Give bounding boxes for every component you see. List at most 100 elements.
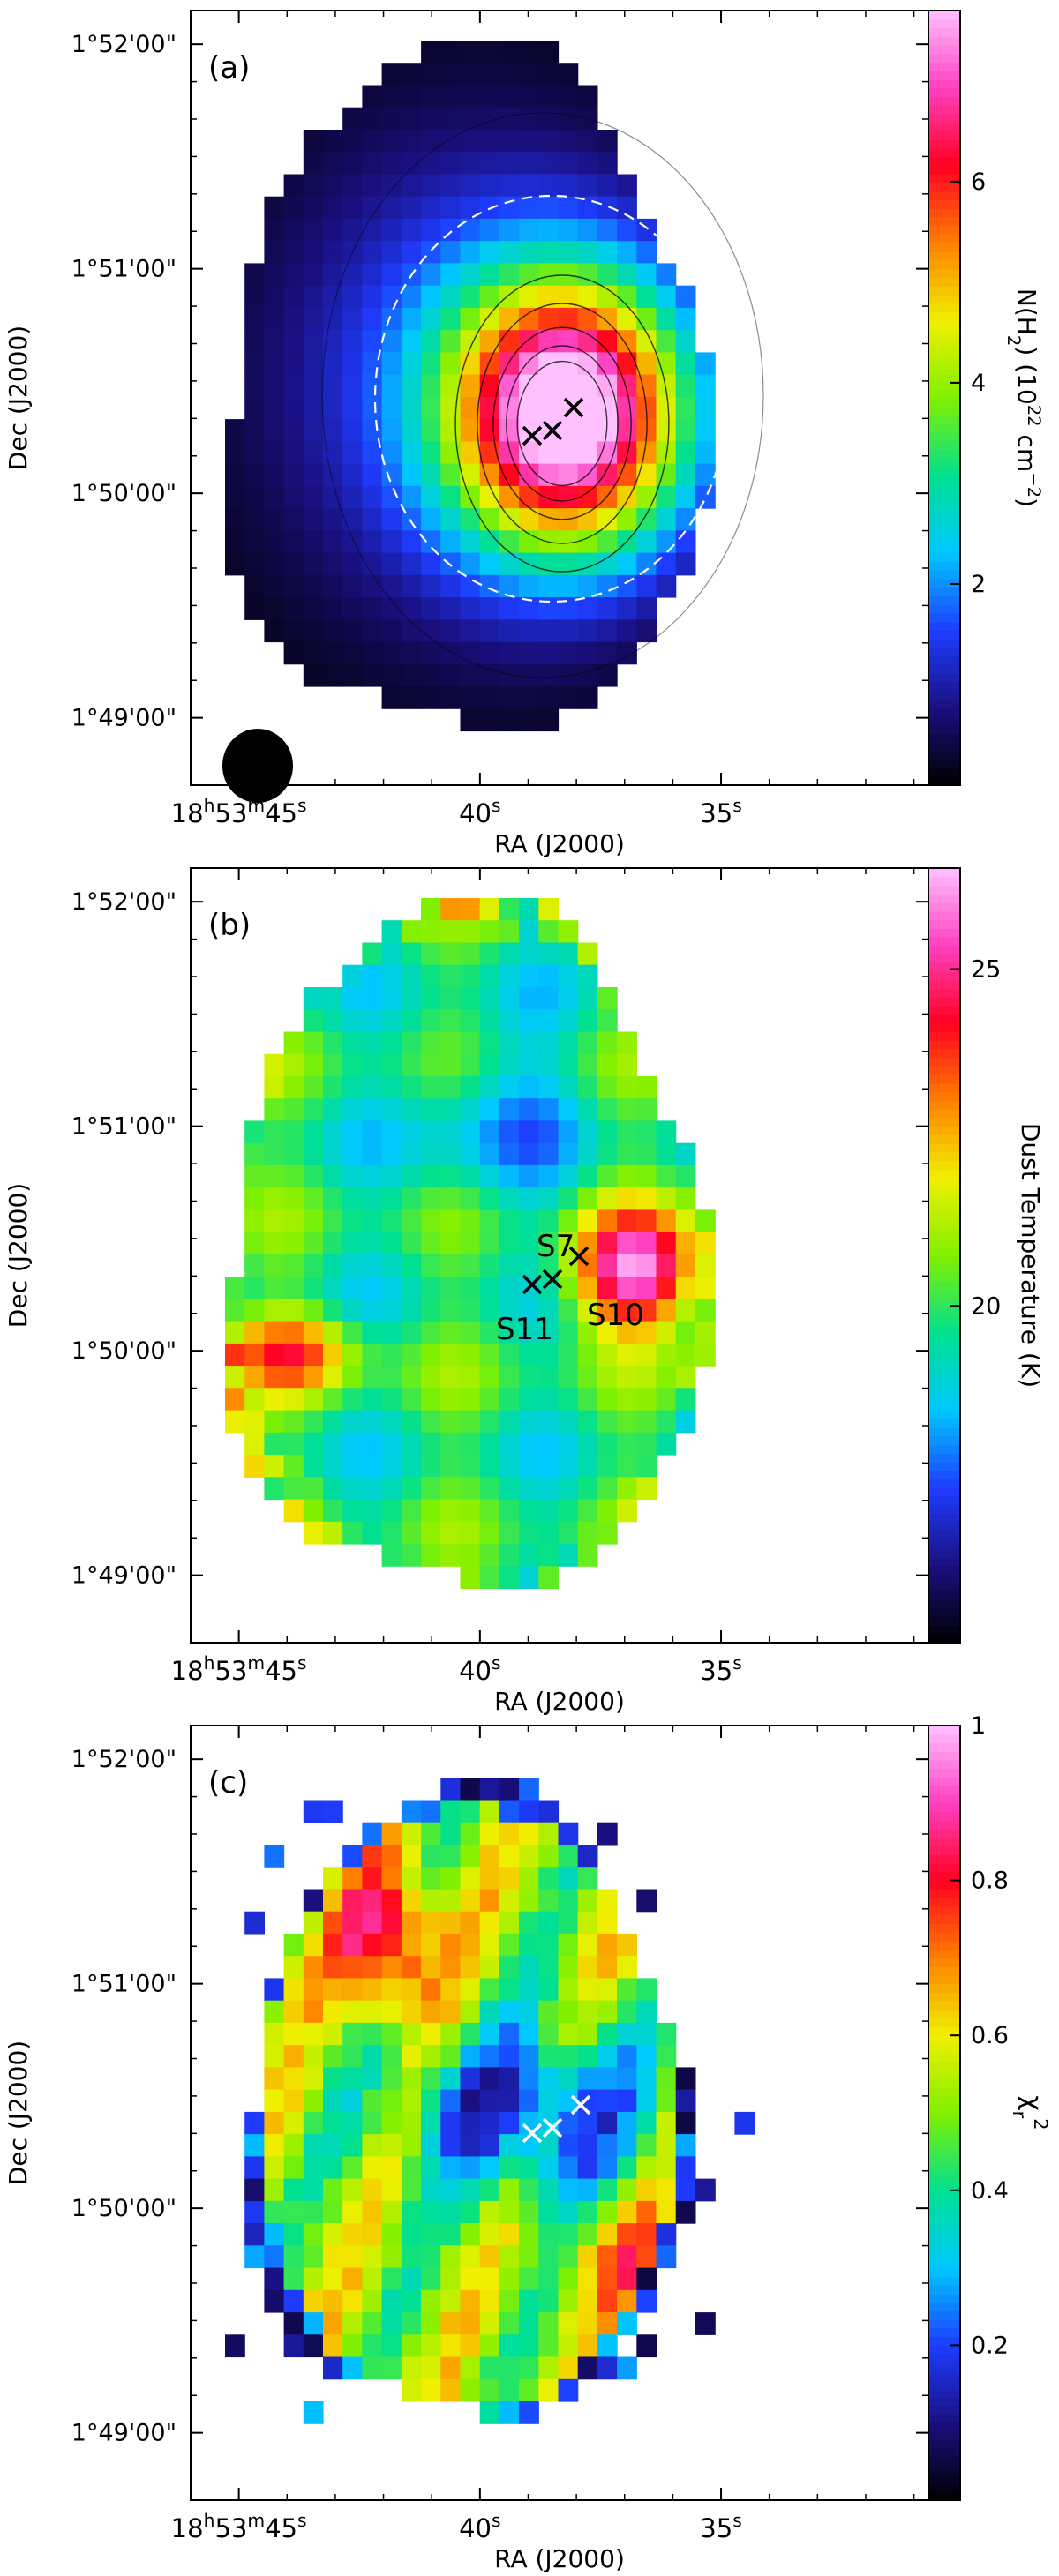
map-pixel: [264, 1254, 285, 1277]
map-pixel: [479, 1031, 500, 1055]
colorbar-segment: [928, 1186, 960, 1196]
colorbar-segment: [928, 2155, 960, 2166]
map-pixel: [421, 2178, 441, 2202]
map-pixel: [656, 530, 677, 554]
map-pixel: [283, 419, 304, 442]
map-pixel: [499, 2156, 520, 2180]
map-pixel: [675, 508, 696, 531]
map-pixel: [519, 2178, 539, 2202]
map-pixel: [656, 1410, 677, 1434]
map-pixel: [342, 2356, 363, 2380]
map-pixel: [303, 441, 324, 465]
map-pixel: [381, 2200, 402, 2224]
map-pixel: [460, 1978, 481, 2002]
y-tick-label: 1°52'00": [71, 888, 176, 916]
map-pixel: [421, 1845, 441, 1868]
map-pixel: [362, 2267, 383, 2291]
map-pixel: [342, 1499, 363, 1523]
colorbar-segment: [928, 1768, 960, 1778]
map-pixel: [538, 1366, 560, 1389]
map-pixel: [617, 307, 637, 331]
map-pixel: [460, 1142, 481, 1166]
map-pixel: [597, 174, 618, 198]
map-pixel: [421, 1321, 441, 1344]
map-pixel: [323, 1254, 343, 1277]
map-pixel: [381, 2067, 402, 2091]
map-pixel: [381, 2178, 402, 2202]
map-pixel: [519, 152, 539, 175]
map-pixel: [323, 1800, 343, 1823]
map-pixel: [303, 2156, 324, 2180]
map-pixel: [479, 1455, 500, 1478]
map-pixel: [617, 2200, 637, 2224]
map-pixel: [479, 2401, 500, 2424]
map-pixel: [401, 1343, 422, 1367]
map-pixel: [558, 1009, 579, 1032]
dashed-contour: [373, 194, 730, 603]
map-pixel: [538, 2223, 560, 2246]
map-pixel: [617, 1978, 637, 2002]
map-pixel: [303, 1164, 324, 1188]
map-pixel: [460, 530, 481, 554]
colorbar-segment: [928, 449, 960, 459]
map-pixel: [323, 1187, 343, 1210]
map-pixel: [538, 1232, 560, 1255]
map-pixel: [421, 2312, 441, 2335]
map-pixel: [381, 1187, 402, 1210]
colorbar-segment: [928, 1350, 960, 1359]
colorbar-segment: [928, 1742, 960, 1752]
map-pixel: [656, 2045, 677, 2068]
map-pixel: [440, 1277, 462, 1299]
map-pixel: [460, 2111, 481, 2135]
colorbar-segment: [928, 1932, 960, 1942]
map-pixel: [558, 374, 579, 398]
map-pixel: [499, 987, 520, 1010]
map-pixel: [656, 2134, 677, 2157]
colorbar-segment: [928, 1212, 960, 1222]
map-pixel: [538, 1566, 560, 1590]
map-pixel: [479, 597, 500, 620]
x-tick-label: 40s: [459, 2510, 500, 2543]
map-pixel: [421, 964, 441, 988]
map-pixel: [538, 1889, 560, 1913]
map-pixel: [499, 1889, 520, 1913]
map-pixel: [303, 1277, 324, 1299]
colorbar-segment: [928, 664, 960, 674]
map-pixel: [283, 2089, 304, 2113]
map-pixel: [519, 1232, 539, 1255]
map-pixel: [421, 530, 441, 554]
map-pixel: [656, 396, 677, 420]
colorbar-segment: [928, 1914, 960, 1924]
map-pixel: [519, 1343, 539, 1367]
map-pixel: [283, 2245, 304, 2269]
map-pixel: [440, 2378, 462, 2402]
map-pixel: [577, 2067, 598, 2091]
map-pixel: [538, 241, 560, 264]
y-tick-label: 1°51'00": [71, 256, 176, 283]
map-pixel: [617, 2089, 637, 2113]
map-pixel: [538, 1343, 560, 1367]
map-pixel: [636, 485, 657, 509]
map-pixel: [617, 441, 637, 465]
map-pixel: [558, 352, 579, 376]
map-pixel: [460, 2000, 481, 2024]
map-pixel: [597, 1053, 618, 1077]
map-pixel: [303, 307, 324, 331]
map-pixel: [479, 708, 500, 732]
map-pixel: [675, 530, 696, 554]
map-pixel: [342, 2022, 363, 2046]
map-pixel: [499, 1845, 520, 1868]
map-pixel: [303, 2334, 324, 2358]
map-pixel: [401, 174, 422, 198]
map-pixel: [636, 2134, 657, 2157]
panel-label: (a): [208, 50, 250, 86]
colorbar-segment: [928, 1410, 960, 1419]
map-pixel: [538, 1911, 560, 1935]
map-pixel: [323, 2067, 343, 2091]
map-pixel: [440, 1187, 462, 1210]
map-pixel: [401, 218, 422, 242]
map-pixel: [479, 1778, 500, 1801]
map-pixel: [519, 1410, 539, 1434]
map-pixel: [264, 2045, 285, 2068]
map-pixel: [460, 241, 481, 264]
